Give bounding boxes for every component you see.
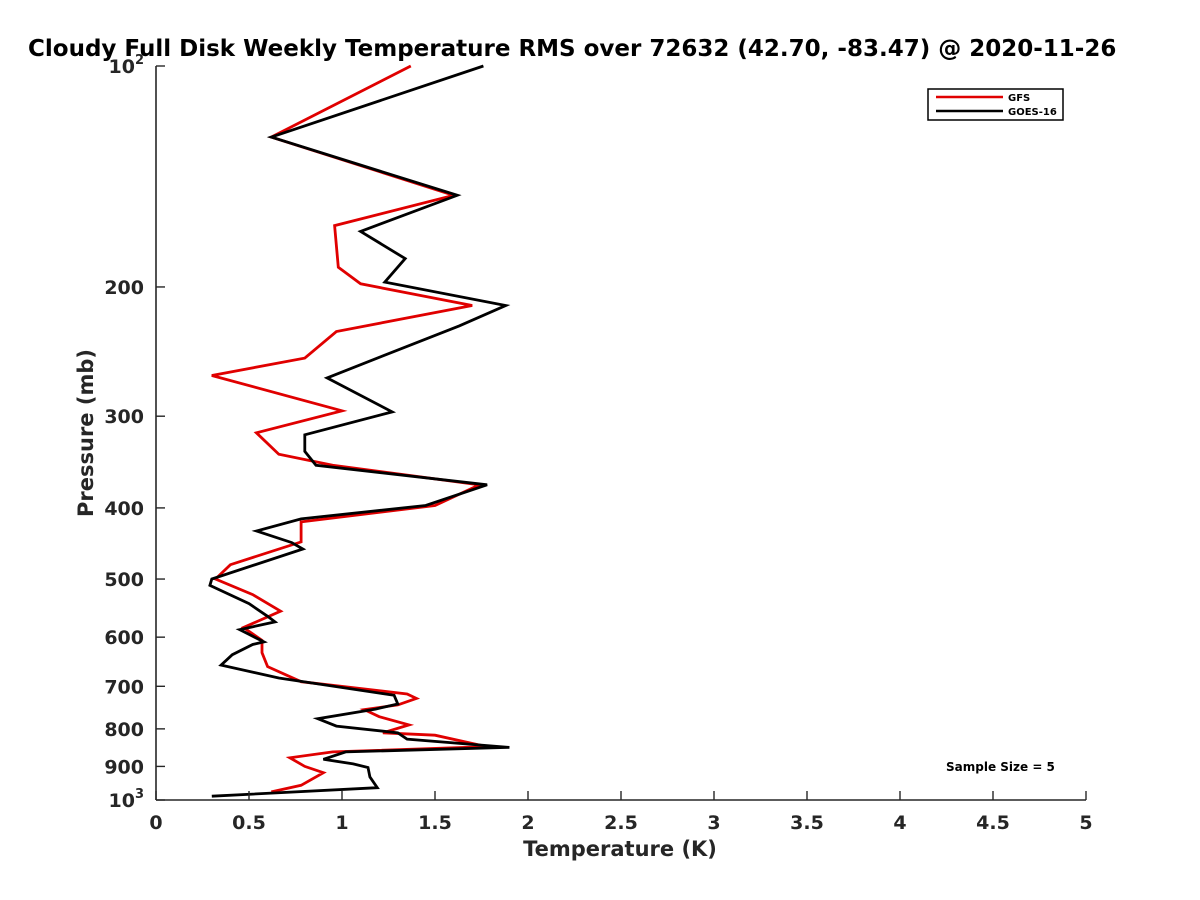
x-tick-label: 0.5 [232, 812, 266, 834]
y-tick-label: 400 [104, 498, 144, 520]
y-axis-label: Pressure (mb) [74, 349, 98, 517]
y-tick-label: 900 [104, 756, 144, 778]
x-tick-label: 1.5 [418, 812, 452, 834]
plot-area: 0 0.5 1 1.5 2 2.5 3 3.5 4 4.5 5 102 200 300 400 500 600 7… [104, 53, 1092, 834]
plot-background [156, 66, 1086, 800]
legend-label-goes16: GOES-16 [1008, 107, 1057, 118]
x-tick-label: 2 [521, 812, 534, 834]
x-tick-label: 0 [149, 812, 162, 834]
y-tick-label: 700 [104, 676, 144, 698]
legend-label-gfs: GFS [1008, 93, 1030, 104]
y-tick-label: 103 [109, 787, 145, 812]
legend: GFS GOES-16 [927, 88, 1064, 121]
series-layer [208, 64, 511, 798]
y-tick-label: 102 [109, 53, 145, 78]
y-tick-label: 800 [104, 719, 144, 741]
x-tick-label: 5 [1079, 812, 1092, 834]
y-tick-label: 200 [104, 277, 144, 299]
x-tick-label: 4.5 [976, 812, 1010, 834]
x-tick-label: 1 [335, 812, 348, 834]
y-tick-label: 600 [104, 627, 144, 649]
y-tick-label: 300 [104, 406, 144, 428]
x-tick-label: 4 [893, 812, 906, 834]
legend-box [927, 88, 1064, 121]
sample-size-annotation: Sample Size = 5 [946, 760, 1055, 774]
axes-layer: 0 0.5 1 1.5 2 2.5 3 3.5 4 4.5 5 102 200 300 400 500 600 7… [104, 53, 1092, 834]
x-tick-label: 3 [707, 812, 720, 834]
x-tick-label: 3.5 [790, 812, 824, 834]
x-tick-label: 2.5 [604, 812, 638, 834]
y-tick-label: 500 [104, 569, 144, 591]
series-line-goes16 [208, 64, 511, 798]
chart-title: Cloudy Full Disk Weekly Temperature RMS … [28, 36, 1116, 62]
series-line-gfs [211, 64, 488, 794]
x-axis-label: Temperature (K) [523, 837, 717, 861]
